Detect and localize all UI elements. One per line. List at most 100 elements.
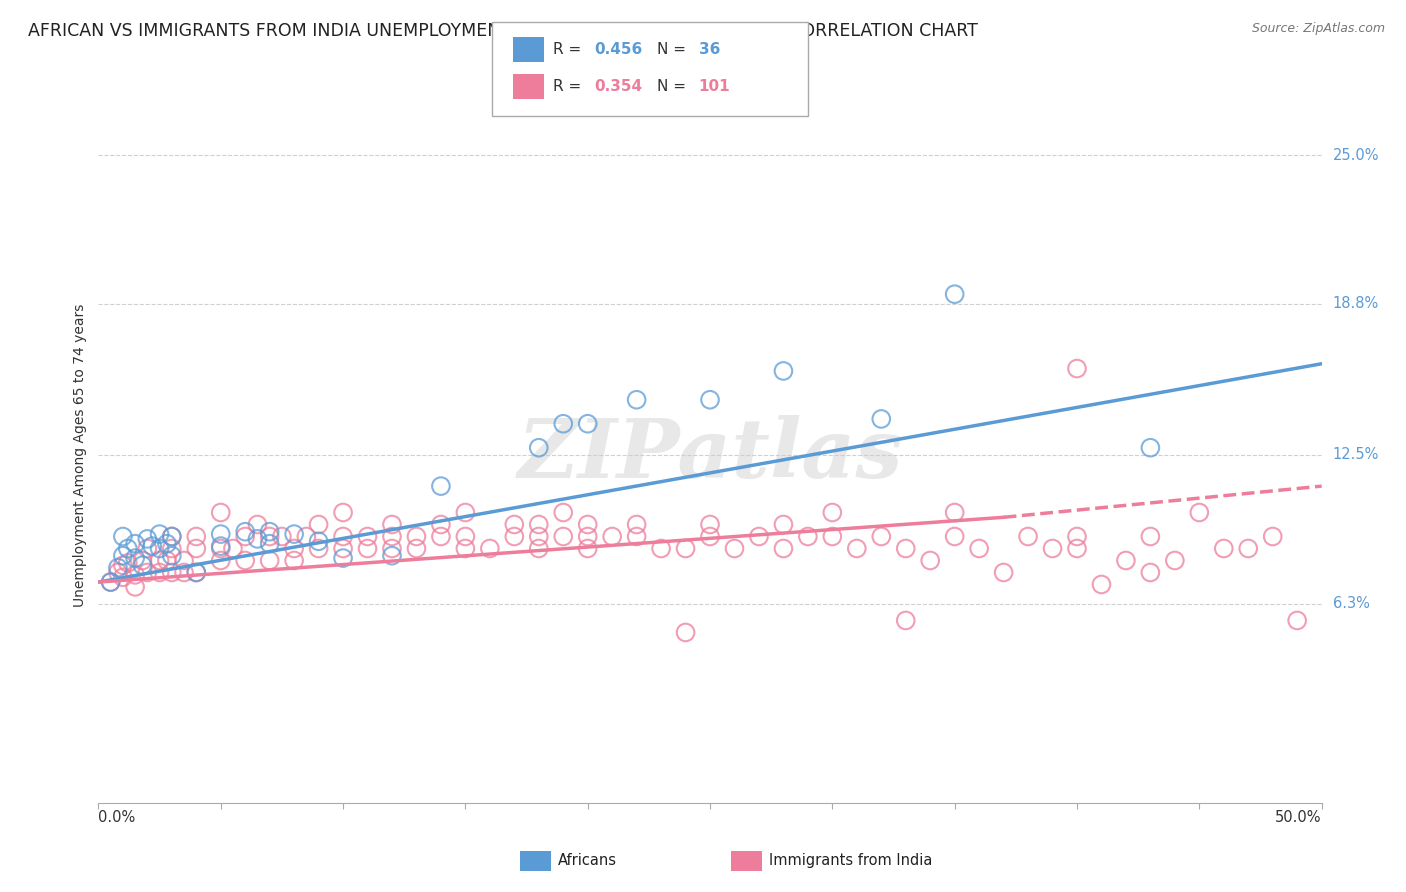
- Point: [1066, 361, 1088, 376]
- Point: [124, 537, 146, 551]
- Point: [600, 529, 623, 543]
- Point: [1090, 577, 1112, 591]
- Text: 0.456: 0.456: [595, 43, 643, 57]
- Point: [430, 517, 453, 532]
- Point: [870, 412, 893, 426]
- Point: [381, 517, 404, 532]
- Point: [100, 575, 122, 590]
- Point: [1212, 541, 1234, 556]
- Point: [173, 566, 195, 580]
- Point: [1286, 614, 1309, 628]
- Point: [576, 529, 599, 543]
- Point: [209, 539, 232, 553]
- Point: [553, 417, 575, 431]
- Text: Africans: Africans: [558, 854, 617, 868]
- Point: [160, 549, 183, 563]
- Point: [430, 529, 453, 543]
- Point: [246, 517, 269, 532]
- Point: [527, 441, 550, 455]
- Point: [405, 529, 427, 543]
- Point: [723, 541, 745, 556]
- Point: [209, 506, 232, 520]
- Text: ZIPatlas: ZIPatlas: [517, 415, 903, 495]
- Text: R =: R =: [553, 79, 586, 94]
- Point: [283, 553, 305, 567]
- Text: 25.0%: 25.0%: [1333, 147, 1379, 162]
- Point: [149, 527, 172, 541]
- Point: [160, 566, 183, 580]
- Point: [821, 506, 844, 520]
- Point: [1042, 541, 1064, 556]
- Point: [405, 541, 427, 556]
- Point: [675, 541, 697, 556]
- Point: [381, 529, 404, 543]
- Text: Source: ZipAtlas.com: Source: ZipAtlas.com: [1251, 22, 1385, 36]
- Point: [356, 541, 378, 556]
- Point: [527, 517, 550, 532]
- Point: [136, 541, 159, 556]
- Text: 0.354: 0.354: [595, 79, 643, 94]
- Point: [821, 529, 844, 543]
- Point: [772, 517, 794, 532]
- Point: [332, 541, 354, 556]
- Point: [845, 541, 868, 556]
- Point: [209, 541, 232, 556]
- Point: [797, 529, 820, 543]
- Point: [332, 529, 354, 543]
- Point: [156, 553, 179, 567]
- Point: [100, 575, 122, 590]
- Point: [186, 541, 208, 556]
- Point: [943, 287, 966, 301]
- Point: [1261, 529, 1284, 543]
- Point: [1139, 566, 1161, 580]
- Point: [699, 392, 721, 407]
- Point: [259, 553, 281, 567]
- Point: [527, 541, 550, 556]
- Point: [576, 541, 599, 556]
- Point: [553, 506, 575, 520]
- Point: [576, 517, 599, 532]
- Point: [209, 527, 232, 541]
- Point: [675, 625, 697, 640]
- Point: [650, 541, 672, 556]
- Point: [553, 529, 575, 543]
- Point: [1188, 506, 1211, 520]
- Point: [111, 549, 134, 563]
- Point: [626, 529, 648, 543]
- Point: [894, 614, 917, 628]
- Point: [1066, 529, 1088, 543]
- Point: [160, 541, 183, 556]
- Text: 101: 101: [699, 79, 730, 94]
- Point: [259, 524, 281, 539]
- Point: [117, 541, 139, 556]
- Point: [160, 529, 183, 543]
- Point: [149, 541, 172, 556]
- Point: [173, 553, 195, 567]
- Point: [270, 529, 294, 543]
- Point: [233, 524, 256, 539]
- Point: [141, 539, 163, 553]
- Point: [943, 529, 966, 543]
- Point: [332, 506, 354, 520]
- Point: [1164, 553, 1187, 567]
- Point: [111, 570, 134, 584]
- Point: [356, 529, 378, 543]
- Point: [478, 541, 501, 556]
- Point: [527, 529, 550, 543]
- Point: [503, 529, 526, 543]
- Point: [246, 532, 269, 546]
- Point: [149, 566, 172, 580]
- Text: 36: 36: [699, 43, 720, 57]
- Point: [1017, 529, 1039, 543]
- Point: [894, 541, 917, 556]
- Point: [993, 566, 1015, 580]
- Point: [186, 566, 208, 580]
- Point: [107, 566, 129, 580]
- Point: [1139, 441, 1161, 455]
- Point: [222, 541, 245, 556]
- Point: [308, 534, 330, 549]
- Y-axis label: Unemployment Among Ages 65 to 74 years: Unemployment Among Ages 65 to 74 years: [73, 303, 87, 607]
- Point: [454, 529, 477, 543]
- Text: 6.3%: 6.3%: [1333, 596, 1369, 611]
- Text: Immigrants from India: Immigrants from India: [769, 854, 932, 868]
